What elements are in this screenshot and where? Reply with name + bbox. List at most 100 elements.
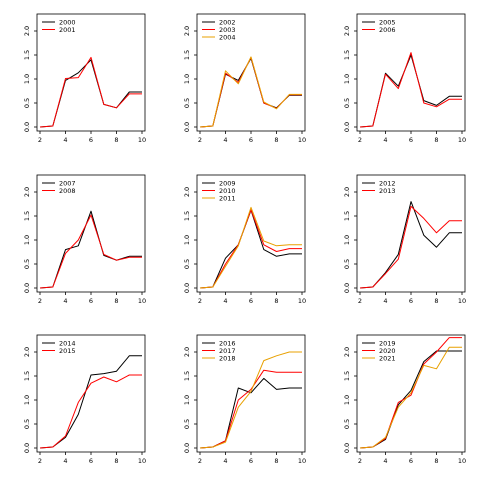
y-tick-label: 0.0	[23, 283, 31, 293]
y-tick-label: 1.5	[23, 50, 31, 60]
legend-label-2014: 2014	[59, 339, 76, 347]
legend-label-2012: 2012	[379, 179, 396, 187]
x-tick-label: 10	[298, 297, 306, 305]
y-tick-label: 1.5	[343, 50, 351, 60]
y-tick-label: 0.0	[23, 122, 31, 132]
series-line-2007	[39, 210, 142, 289]
x-tick-label: 6	[249, 457, 253, 465]
y-tick-label: 1.5	[23, 371, 31, 381]
y-tick-label: 2.0	[343, 347, 351, 357]
x-tick-label: 4	[383, 457, 387, 465]
x-tick-label: 4	[63, 297, 67, 305]
x-tick-label: 8	[434, 136, 438, 144]
x-tick-label: 10	[458, 136, 466, 144]
y-tick-label: 1.0	[23, 395, 31, 405]
x-tick-label: 10	[458, 297, 466, 305]
legend-label-2005: 2005	[379, 18, 396, 26]
x-tick-label: 10	[298, 136, 306, 144]
series-line-2012	[359, 201, 462, 289]
legend-label-2000: 2000	[59, 18, 76, 26]
legend-label-2008: 2008	[59, 187, 76, 195]
x-tick-label: 2	[198, 136, 202, 144]
y-tick-label: 2.0	[23, 187, 31, 197]
y-tick-label: 2.0	[23, 26, 31, 36]
legend-label-2009: 2009	[219, 179, 236, 187]
y-tick-label: 1.5	[183, 50, 191, 60]
legend-label-2002: 2002	[219, 18, 236, 26]
y-tick-label: 0.5	[23, 98, 31, 108]
x-tick-label: 2	[38, 136, 42, 144]
x-tick-label: 4	[223, 297, 227, 305]
x-tick-label: 8	[434, 297, 438, 305]
x-tick-label: 4	[63, 136, 67, 144]
legend-label-2017: 2017	[219, 347, 236, 355]
x-tick-label: 10	[298, 457, 306, 465]
x-tick-label: 4	[383, 136, 387, 144]
legend-label-2018: 2018	[219, 354, 236, 362]
y-tick-label: 1.5	[183, 211, 191, 221]
series-line-2008	[39, 214, 142, 289]
y-tick-label: 0.0	[183, 122, 191, 132]
legend-label-2015: 2015	[59, 347, 76, 355]
y-tick-label: 1.0	[343, 74, 351, 84]
y-tick-label: 0.5	[183, 259, 191, 269]
legend-label-2016: 2016	[219, 339, 236, 347]
x-tick-label: 4	[223, 136, 227, 144]
x-tick-label: 8	[114, 136, 118, 144]
x-tick-label: 8	[274, 297, 278, 305]
y-tick-label: 0.5	[23, 419, 31, 429]
series-line-2013	[359, 205, 462, 289]
y-tick-label: 1.0	[23, 235, 31, 245]
x-tick-label: 6	[249, 136, 253, 144]
legend-label-2010: 2010	[219, 187, 236, 195]
y-tick-label: 1.0	[183, 395, 191, 405]
y-tick-label: 1.5	[183, 371, 191, 381]
series-line-2006	[359, 52, 462, 128]
x-tick-label: 10	[138, 457, 146, 465]
series-line-2015	[39, 374, 142, 449]
x-tick-label: 10	[138, 297, 146, 305]
legend-label-2006: 2006	[379, 26, 396, 34]
legend-label-2013: 2013	[379, 187, 396, 195]
x-tick-label: 2	[198, 297, 202, 305]
series-line-2019	[359, 350, 462, 449]
x-tick-label: 8	[274, 457, 278, 465]
x-tick-label: 6	[89, 457, 93, 465]
legend-label-2007: 2007	[59, 179, 76, 187]
y-tick-label: 1.5	[343, 371, 351, 381]
x-tick-label: 2	[358, 136, 362, 144]
y-tick-label: 0.0	[343, 283, 351, 293]
y-tick-label: 0.0	[343, 443, 351, 453]
x-tick-label: 6	[89, 136, 93, 144]
y-tick-label: 0.0	[183, 283, 191, 293]
legend-label-2011: 2011	[219, 194, 236, 202]
legend-label-2001: 2001	[59, 26, 76, 34]
x-tick-label: 10	[458, 457, 466, 465]
x-tick-label: 2	[358, 457, 362, 465]
x-tick-label: 6	[409, 297, 413, 305]
series-line-2001	[39, 56, 142, 128]
y-tick-label: 2.0	[343, 26, 351, 36]
x-tick-label: 6	[89, 297, 93, 305]
y-tick-label: 0.5	[343, 98, 351, 108]
y-tick-label: 2.0	[343, 187, 351, 197]
plot-frame	[36, 13, 146, 132]
plot-frame	[196, 174, 306, 293]
x-tick-label: 6	[249, 297, 253, 305]
y-tick-label: 0.5	[343, 419, 351, 429]
x-tick-label: 8	[434, 457, 438, 465]
series-line-2010	[199, 209, 302, 289]
x-tick-label: 2	[38, 457, 42, 465]
x-tick-label: 2	[198, 457, 202, 465]
y-tick-label: 2.0	[183, 26, 191, 36]
x-tick-label: 4	[223, 457, 227, 465]
x-tick-label: 2	[38, 297, 42, 305]
